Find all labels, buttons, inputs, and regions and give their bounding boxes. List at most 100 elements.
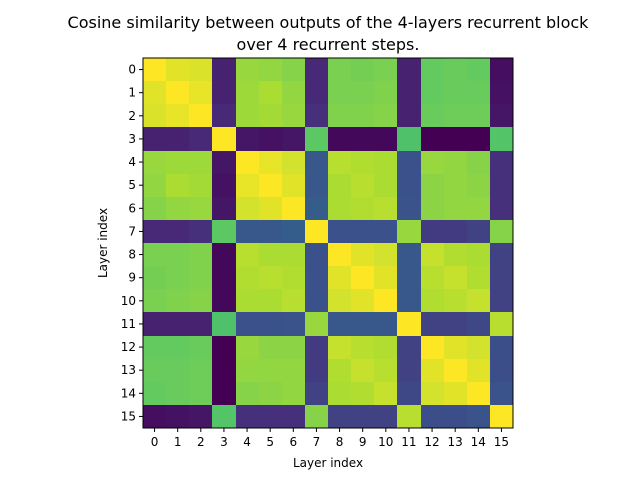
heatmap-cell (212, 312, 236, 336)
heatmap-cell (351, 174, 374, 197)
heatmap-cell (259, 382, 282, 405)
x-tick-label: 6 (289, 435, 297, 449)
heatmap-cell (166, 58, 189, 81)
y-tick-label: 10 (121, 294, 136, 308)
y-axis-label: Layer index (96, 208, 110, 278)
heatmap-cell (143, 359, 166, 382)
heatmap-cell (351, 405, 374, 428)
heatmap-cell (397, 58, 421, 81)
heatmap-cell (236, 405, 259, 428)
heatmap-cell (351, 197, 374, 220)
heatmap-cell (351, 382, 374, 405)
heatmap-cell (351, 359, 374, 382)
plot-frame (142, 57, 514, 429)
x-tick-label: 11 (401, 435, 416, 449)
heatmap-cell (490, 243, 513, 266)
heatmap-cell (143, 197, 166, 220)
heatmap-cell (328, 174, 351, 197)
heatmap-cell (421, 359, 444, 382)
heatmap-cell (259, 312, 282, 336)
heatmap-cell (236, 382, 259, 405)
heatmap-cell (236, 359, 259, 382)
x-tick-label: 0 (151, 435, 159, 449)
heatmap-cell (374, 405, 397, 428)
heatmap-cell (259, 127, 282, 151)
heatmap-cell (328, 81, 351, 104)
heatmap-cell (212, 104, 236, 127)
heatmap-cell (444, 58, 467, 81)
heatmap-cell (328, 289, 351, 312)
heatmap-cell (212, 336, 236, 359)
heatmap-cell (305, 359, 328, 382)
heatmap-cell (212, 405, 236, 428)
heatmap-cell (305, 289, 328, 312)
heatmap-cell (189, 266, 212, 289)
x-tick-label: 4 (243, 435, 251, 449)
heatmap-cell (351, 243, 374, 266)
heatmap-cell (444, 220, 467, 243)
heatmap-cell (374, 58, 397, 81)
y-tick-label: 7 (128, 224, 136, 238)
heatmap-cell (305, 151, 328, 174)
heatmap-cell (351, 289, 374, 312)
heatmap-cell (351, 266, 374, 289)
heatmap-cell (328, 405, 351, 428)
heatmap-cell (421, 220, 444, 243)
heatmap-cell (328, 220, 351, 243)
heatmap-cell (166, 243, 189, 266)
heatmap-cell (143, 220, 166, 243)
heatmap-cell (351, 220, 374, 243)
y-tick-label: 11 (121, 317, 136, 331)
heatmap-cell (467, 127, 490, 151)
heatmap-cell (305, 81, 328, 104)
heatmap-cell (282, 359, 305, 382)
heatmap-cell (467, 174, 490, 197)
heatmap-cell (421, 174, 444, 197)
heatmap-cell (397, 405, 421, 428)
heatmap-cell (166, 266, 189, 289)
heatmap-cell (143, 104, 166, 127)
heatmap-cell (236, 81, 259, 104)
heatmap-cell (189, 220, 212, 243)
heatmap-cell (212, 127, 236, 151)
heatmap-cell (143, 127, 166, 151)
heatmap-cell (467, 266, 490, 289)
heatmap-cell (189, 127, 212, 151)
heatmap-cell (166, 312, 189, 336)
x-tick-label: 1 (174, 435, 182, 449)
heatmap-cell (374, 174, 397, 197)
heatmap-cell (166, 104, 189, 127)
heatmap-cell (374, 266, 397, 289)
heatmap-cell (397, 151, 421, 174)
heatmap-cell (374, 197, 397, 220)
heatmap-cell (305, 382, 328, 405)
heatmap-cell (305, 127, 328, 151)
heatmap-cell (490, 220, 513, 243)
heatmap-cell (236, 312, 259, 336)
heatmap-cell (328, 127, 351, 151)
heatmap-cell (189, 289, 212, 312)
heatmap-cell (328, 104, 351, 127)
heatmap-cell (189, 174, 212, 197)
heatmap-cell (259, 104, 282, 127)
heatmap-cell (397, 81, 421, 104)
heatmap-cell (236, 197, 259, 220)
heatmap-cell (143, 312, 166, 336)
heatmap-cell (212, 151, 236, 174)
heatmap-cell (490, 289, 513, 312)
heatmap-cell (236, 174, 259, 197)
heatmap-cell (189, 405, 212, 428)
heatmap-cell (166, 151, 189, 174)
heatmap-cell (189, 58, 212, 81)
heatmap-cell (143, 151, 166, 174)
heatmap-cell (467, 104, 490, 127)
heatmap-cell (467, 81, 490, 104)
chart-title-line-1: Cosine similarity between outputs of the… (68, 13, 590, 32)
heatmap-cell (328, 243, 351, 266)
heatmap-cell (305, 405, 328, 428)
heatmap-cell (490, 405, 513, 428)
heatmap-cell (282, 127, 305, 151)
heatmap-cell (397, 243, 421, 266)
heatmap-cell (259, 58, 282, 81)
heatmap-cell (421, 312, 444, 336)
